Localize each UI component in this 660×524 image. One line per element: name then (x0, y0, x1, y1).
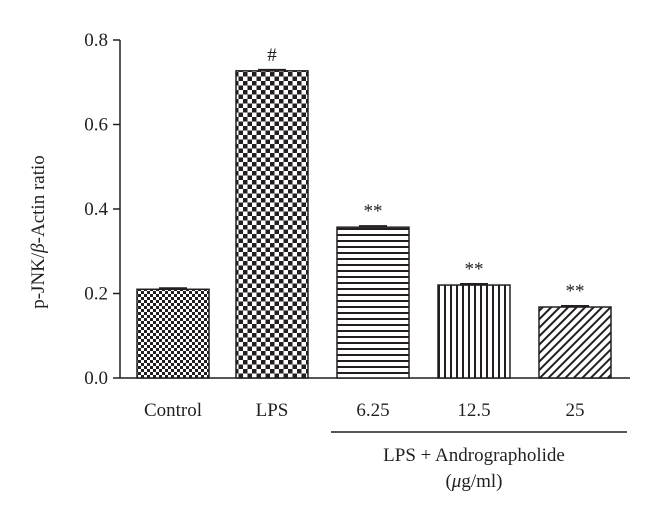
group-label-line-1: LPS + Andrographolide (383, 445, 565, 466)
x-category-label: 6.25 (356, 400, 389, 421)
group-label-unit-prefix: μ (451, 471, 462, 492)
y-tick-label: 0.8 (84, 30, 108, 51)
group-label-unit-rest: g/ml) (461, 471, 502, 492)
x-category-label: 12.5 (457, 400, 490, 421)
significance-annotation: ** (566, 281, 585, 302)
bar-12-5 (437, 284, 511, 379)
group-label-line-2: (μg/ml) (445, 471, 502, 492)
bar-control (136, 288, 210, 379)
x-category-label: 25 (566, 400, 585, 421)
y-tick-label: 0.4 (84, 199, 108, 220)
y-tick-label: 0.0 (84, 368, 108, 389)
y-axis-label: p-JNK/β-Actin ratio (28, 155, 49, 309)
x-category-label: LPS (256, 400, 289, 421)
bar-25 (538, 306, 612, 379)
significance-annotation: # (267, 45, 277, 66)
significance-annotation: ** (465, 259, 484, 280)
y-axis-label-part-1: p-JNK/ (28, 252, 49, 309)
y-tick-label: 0.6 (84, 115, 108, 136)
y-axis-label-part-3: -Actin ratio (28, 155, 49, 243)
significance-annotation: ** (364, 201, 383, 222)
group-label-open-paren: ( (445, 471, 451, 492)
bars: Control # LPS ** 6.25 ** 12.5 ** 25 (136, 45, 612, 421)
y-axis-label-part-2: β (28, 243, 49, 254)
bar-6-25 (336, 226, 410, 379)
y-tick-label: 0.2 (84, 284, 108, 305)
bar-lps (235, 70, 309, 379)
x-category-label: Control (144, 400, 202, 421)
